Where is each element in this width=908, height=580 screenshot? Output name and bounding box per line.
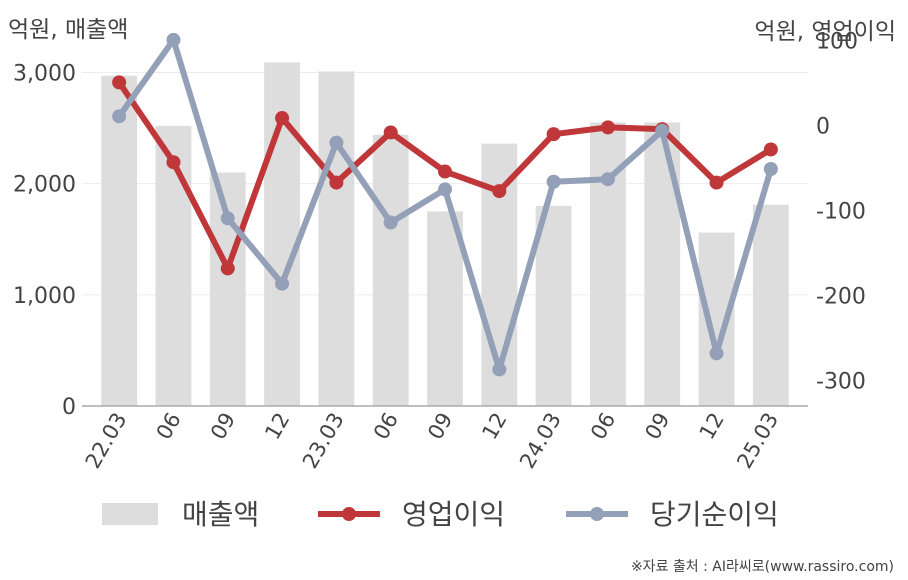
- net-income-point: [438, 182, 452, 197]
- net-income-point: [329, 135, 344, 150]
- operating-profit-point: [492, 184, 507, 199]
- legend: 매출액 영업이익 당기순이익: [102, 498, 779, 531]
- revenue-bar: [427, 211, 463, 406]
- x-tick-label: 06: [369, 409, 403, 444]
- operating-profit-point: [438, 164, 452, 179]
- operating-profit-point: [763, 142, 778, 157]
- x-tick-label: 23.03: [298, 409, 349, 473]
- revenue-bar: [318, 71, 355, 406]
- operating-profit-point: [600, 120, 615, 135]
- net-income-point: [546, 174, 561, 189]
- revenue-bar: [535, 205, 572, 406]
- x-axis-ticks: 22.03 06 09 12 23.03 06 09 12 24.03 06 09 12 25.03: [81, 409, 784, 473]
- legend-label-operating-profit: 영업이익: [402, 498, 505, 531]
- legend-swatch-revenue: [102, 503, 158, 525]
- left-tick-label: 2,000: [13, 173, 76, 198]
- left-tick-label: 3,000: [13, 61, 76, 86]
- operating-profit-point: [383, 125, 398, 140]
- right-tick-label: -200: [816, 285, 866, 310]
- net-income-point: [709, 346, 724, 361]
- x-tick-label: 24.03: [515, 409, 566, 473]
- net-income-point: [166, 32, 181, 47]
- x-tick-label: 12: [260, 409, 294, 444]
- x-tick-label: 06: [586, 409, 620, 444]
- operating-profit-point: [709, 175, 724, 190]
- revenue-bar: [155, 125, 192, 406]
- legend-marker-net-income: [590, 507, 604, 521]
- x-tick-label: 06: [152, 409, 186, 444]
- revenue-bar: [752, 204, 789, 406]
- operating-profit-point: [112, 75, 127, 90]
- net-income-point: [763, 162, 778, 177]
- x-tick-label: 12: [477, 409, 511, 444]
- operating-profit-point: [220, 261, 235, 276]
- x-tick-label: 22.03: [81, 409, 132, 473]
- operating-profit-point: [166, 155, 181, 170]
- right-tick-label: 100: [816, 30, 858, 55]
- right-axis-ticks: -300 -200 -100 0 100: [816, 30, 866, 395]
- net-income-point: [655, 123, 670, 138]
- revenue-bar: [209, 172, 246, 406]
- source-footer: ※자료 출처 : AI라씨로(www.rassiro.com): [631, 559, 894, 575]
- right-tick-label: -100: [816, 200, 866, 225]
- left-axis-title: 억원, 매출액: [8, 17, 128, 43]
- x-tick-label: 09: [640, 409, 674, 444]
- right-tick-label: 0: [816, 115, 830, 140]
- revenue-bar: [644, 122, 681, 406]
- legend-label-revenue: 매출액: [182, 498, 259, 531]
- legend-label-net-income: 당기순이익: [650, 498, 779, 531]
- x-tick-label: 12: [695, 409, 729, 444]
- net-income-point: [600, 172, 615, 187]
- right-axis-title: 억원, 영업이익: [754, 19, 896, 45]
- profit-lines: [112, 32, 778, 377]
- net-income-point: [112, 109, 127, 124]
- x-tick-label: 09: [423, 409, 457, 444]
- net-income-point: [383, 215, 398, 230]
- revenue-bars: [101, 62, 789, 407]
- right-tick-label: -300: [816, 370, 866, 395]
- operating-profit-point: [329, 175, 344, 190]
- left-axis-ticks: 0 1,000 2,000 3,000: [13, 61, 76, 420]
- net-income-point: [492, 362, 507, 377]
- net-income-point: [275, 276, 290, 291]
- left-tick-label: 1,000: [13, 284, 76, 309]
- operating-profit-point: [275, 111, 290, 126]
- left-tick-label: 0: [62, 395, 76, 420]
- revenue-bar: [101, 75, 138, 407]
- operating-profit-point: [546, 127, 561, 142]
- revenue-bar: [372, 134, 409, 406]
- net-income-point: [220, 211, 235, 226]
- legend-marker-operating-profit: [342, 507, 356, 521]
- x-tick-label: 25.03: [732, 409, 783, 473]
- x-tick-label: 09: [206, 409, 240, 444]
